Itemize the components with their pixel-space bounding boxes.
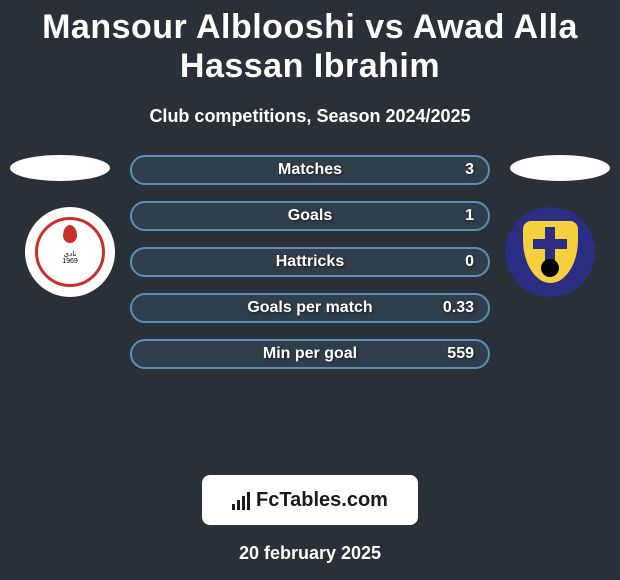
logo-bar — [232, 504, 235, 510]
fctables-logo: FcTables.com — [202, 475, 418, 525]
comparison-content: نادي1969 Matches 3 Goals 1 Hattricks 0 G… — [0, 155, 620, 455]
stat-row: Matches 3 — [130, 155, 490, 185]
stats-container: Matches 3 Goals 1 Hattricks 0 Goals per … — [130, 155, 490, 385]
stat-label: Goals per match — [247, 299, 372, 317]
chart-bars-icon — [232, 490, 250, 510]
stat-value: 3 — [465, 161, 474, 179]
stat-label: Matches — [278, 161, 342, 179]
comparison-date: 20 february 2025 — [0, 543, 620, 564]
logo-bar — [242, 496, 245, 510]
stat-row: Min per goal 559 — [130, 339, 490, 369]
stat-label: Min per goal — [263, 345, 357, 363]
logo-bar — [237, 500, 240, 510]
club-badge-right — [505, 207, 595, 297]
season-subtitle: Club competitions, Season 2024/2025 — [0, 106, 620, 127]
club-badge-left: نادي1969 — [25, 207, 115, 297]
stat-value: 0 — [465, 253, 474, 271]
comparison-title: Mansour Alblooshi vs Awad Alla Hassan Ib… — [0, 0, 620, 92]
club-badge-left-text: نادي1969 — [62, 251, 78, 265]
ball-icon — [541, 259, 559, 277]
flame-icon — [63, 225, 77, 243]
stat-value: 1 — [465, 207, 474, 225]
club-badge-left-inner: نادي1969 — [35, 217, 105, 287]
stat-label: Hattricks — [276, 253, 344, 271]
stat-label: Goals — [288, 207, 332, 225]
club-badge-right-shield — [523, 221, 578, 283]
player-right-ellipse — [510, 155, 610, 181]
stat-row: Hattricks 0 — [130, 247, 490, 277]
player-left-ellipse — [10, 155, 110, 181]
shield-cross-icon — [533, 239, 567, 249]
logo-text: FcTables.com — [256, 489, 388, 512]
stat-row: Goals per match 0.33 — [130, 293, 490, 323]
logo-bar — [247, 492, 250, 510]
stat-row: Goals 1 — [130, 201, 490, 231]
stat-value: 559 — [447, 345, 474, 363]
stat-value: 0.33 — [443, 299, 474, 317]
